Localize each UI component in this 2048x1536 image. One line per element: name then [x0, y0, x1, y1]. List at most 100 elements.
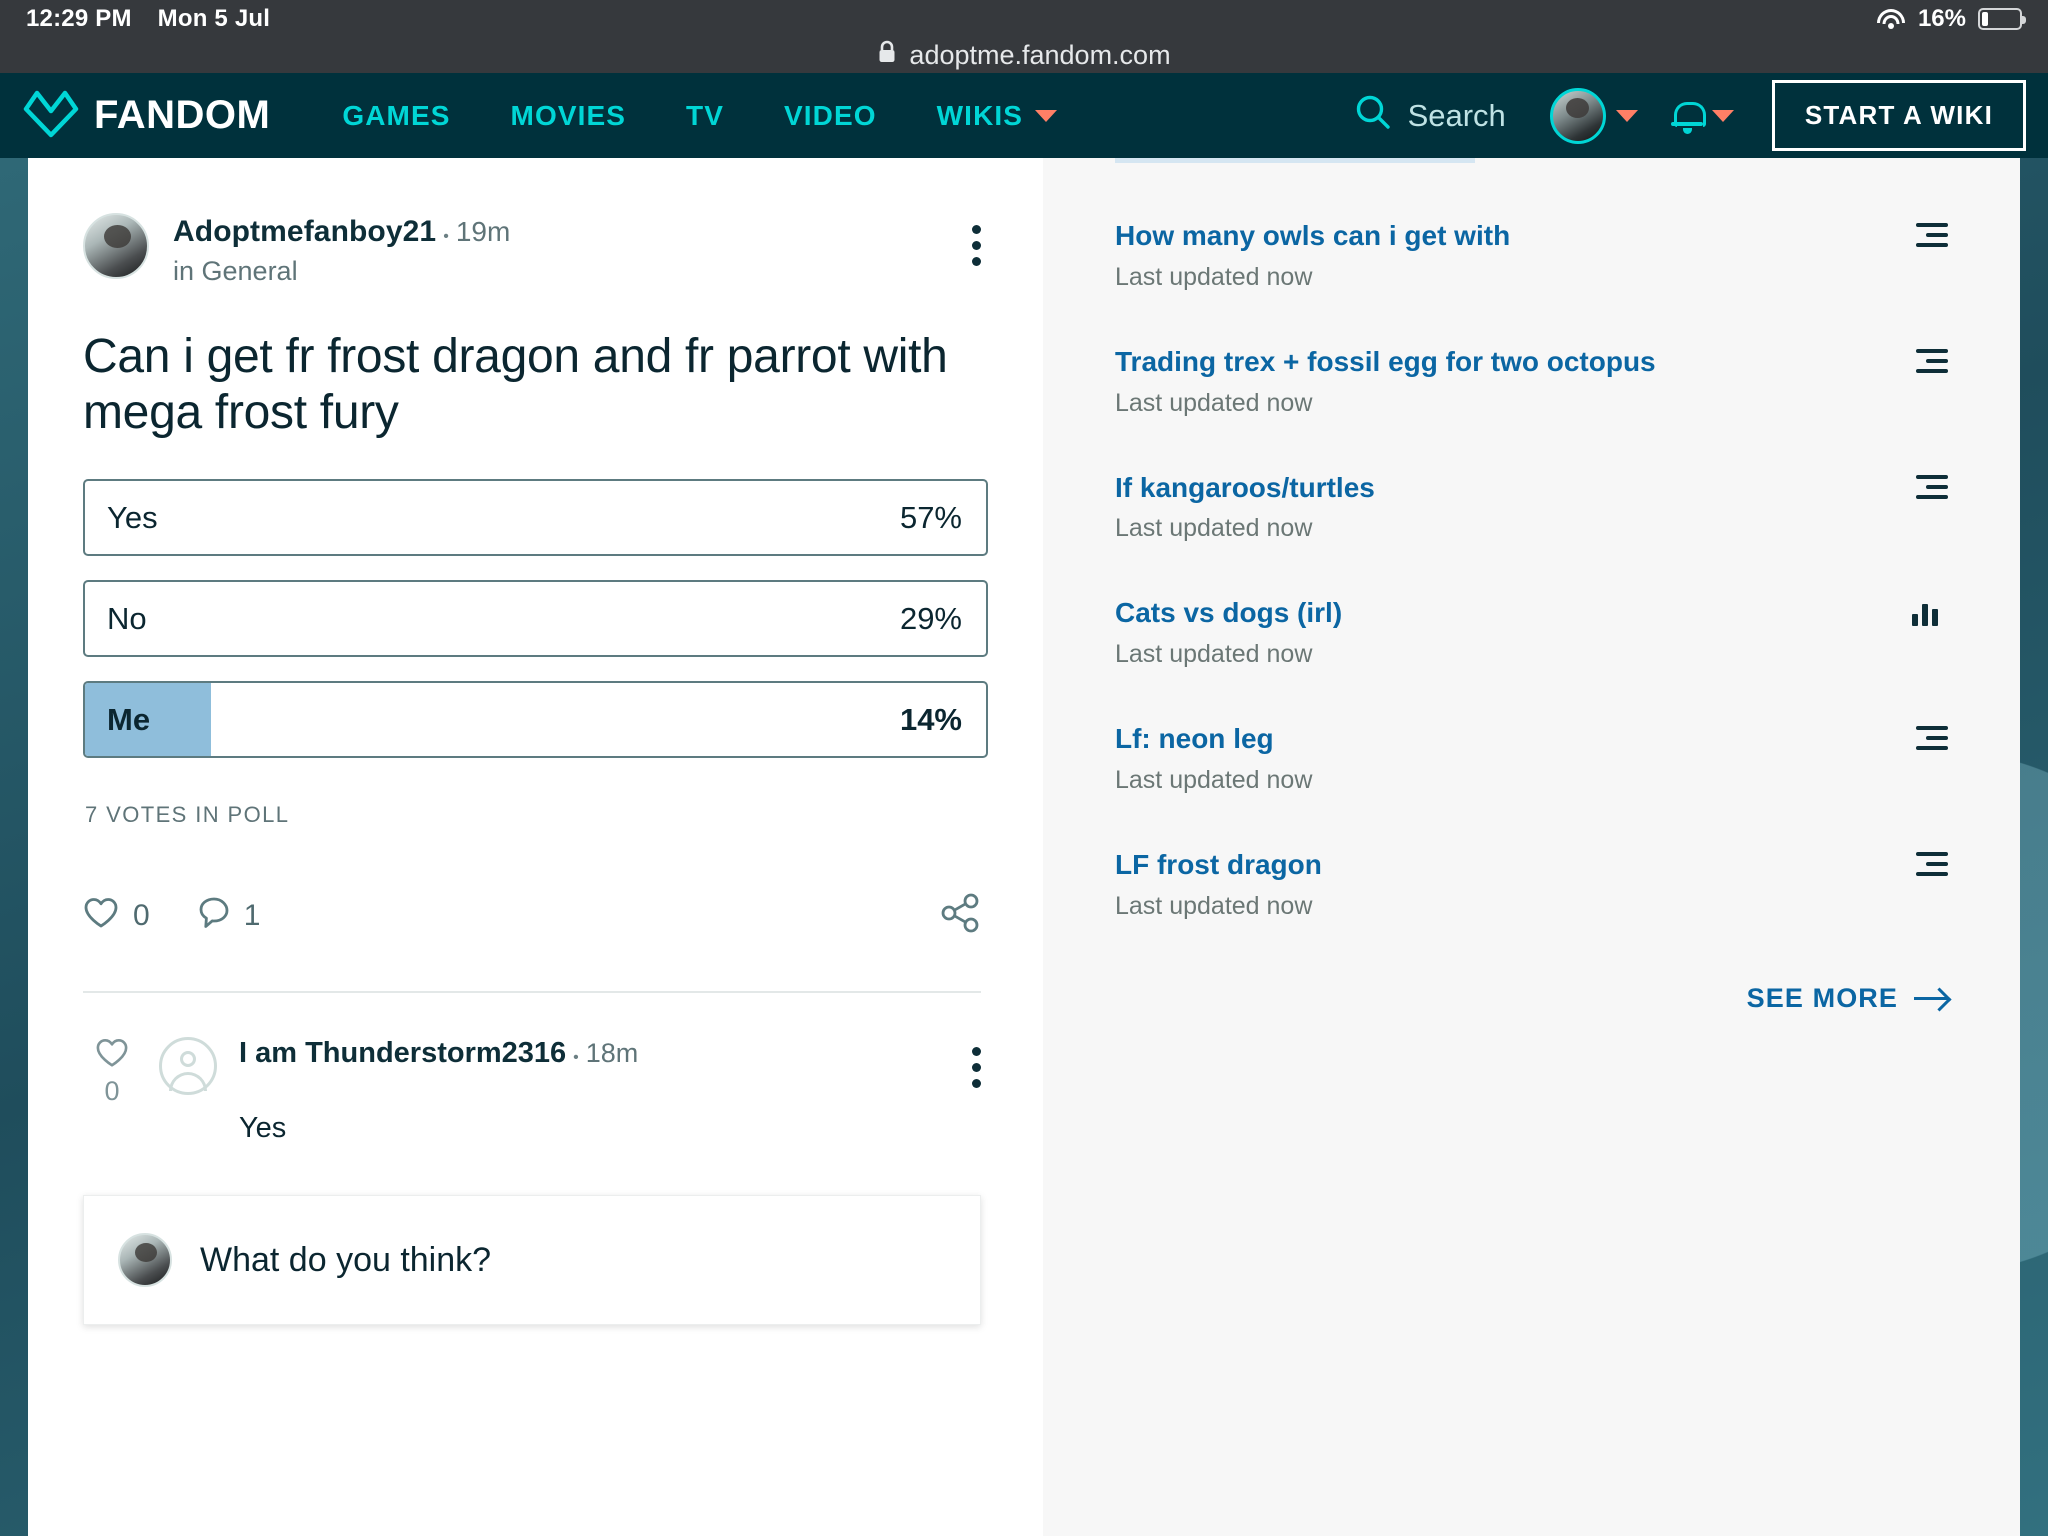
like-button[interactable]: 0: [83, 896, 150, 935]
nav-link-games[interactable]: GAMES: [312, 100, 480, 132]
nav-link-label: GAMES: [342, 99, 451, 131]
poll-option-label: No: [107, 600, 147, 636]
chevron-down-icon: [1711, 109, 1734, 122]
notifications-bell-icon: [1670, 100, 1706, 134]
reply-input[interactable]: What do you think?: [83, 1195, 981, 1326]
rail-item-subtitle: Last updated now: [1115, 514, 1313, 543]
rail-top-accent-bar: [1115, 158, 1475, 163]
comment-button[interactable]: 1: [198, 896, 261, 935]
poll-votes-count: 7 VOTES IN POLL: [85, 802, 290, 828]
poll-chart: Yes 57% No 29% Me 14% 7 VOTES IN POLL: [28, 441, 1043, 828]
rail-item-title[interactable]: If kangaroos/turtles: [1115, 471, 1375, 503]
heart-icon: [95, 1037, 129, 1074]
poll-option-percent: 29%: [899, 600, 962, 636]
share-icon[interactable]: [939, 892, 981, 939]
status-date: Mon 5 Jul: [157, 5, 271, 32]
lock-icon: [877, 40, 897, 71]
post-header: Adoptmefanboy21 • 19m in General: [28, 158, 1043, 287]
rail-discussion-list: How many owls can i get with Last update…: [1043, 158, 2020, 921]
rail-item-title[interactable]: How many owls can i get with: [1115, 220, 1511, 251]
list-item[interactable]: How many owls can i get with Last update…: [1115, 218, 1948, 292]
separator-dot: •: [443, 228, 449, 245]
comment-more-options-icon[interactable]: [972, 1047, 981, 1145]
right-rail: How many owls can i get with Last update…: [1043, 158, 2020, 1536]
fandom-global-nav: FANDOM GAMES MOVIES TV VIDEO WIKIS Searc…: [0, 73, 2048, 158]
comment-item: 0 I am Thunderstorm2316 • 18m Yes: [28, 993, 1043, 1145]
post-more-options-icon[interactable]: [972, 225, 981, 266]
post-author-avatar[interactable]: [83, 213, 149, 279]
rail-item-subtitle: Last updated now: [1115, 766, 1313, 795]
list-item[interactable]: LF frost dragon Last updated now: [1115, 847, 1948, 921]
poll-bars-icon: [1912, 595, 1948, 627]
nav-link-wikis[interactable]: WIKIS: [907, 100, 1087, 132]
nav-link-video[interactable]: VIDEO: [754, 100, 907, 132]
nav-link-tv[interactable]: TV: [656, 100, 754, 132]
post-meta: Adoptmefanboy21 • 19m in General: [173, 213, 510, 287]
comment-bubble-icon: [198, 896, 230, 935]
default-user-avatar[interactable]: [159, 1037, 217, 1096]
chevron-down-icon: [1035, 109, 1058, 122]
comment-author-name[interactable]: I am Thunderstorm2316: [239, 1037, 567, 1070]
rail-item-title[interactable]: Cats vs dogs (irl): [1115, 597, 1343, 629]
list-item[interactable]: Cats vs dogs (irl) Last updated now: [1115, 595, 1948, 669]
comment-count: 1: [243, 898, 261, 932]
url-text: adoptme.fandom.com: [909, 40, 1171, 70]
rail-item-title[interactable]: Lf: neon leg: [1115, 723, 1274, 755]
comment-like-button[interactable]: 0: [83, 1037, 141, 1145]
browser-url-bar[interactable]: adoptme.fandom.com: [0, 38, 2048, 73]
poll-option-label: Yes: [107, 499, 158, 535]
nav-link-label: VIDEO: [784, 99, 877, 131]
nav-link-label: WIKIS: [936, 99, 1024, 131]
post-timestamp: 19m: [455, 216, 511, 247]
rail-item-subtitle: Last updated now: [1115, 388, 1313, 417]
poll-option-percent: 57%: [899, 499, 962, 535]
ipad-status-bar: 12:29 PM Mon 5 Jul 16%: [0, 0, 2048, 38]
rail-item-text: Cats vs dogs (irl) Last updated now: [1115, 595, 1912, 669]
fandom-logo[interactable]: FANDOM: [22, 87, 270, 144]
poll-option-no[interactable]: No 29%: [83, 580, 988, 658]
discussion-lines-icon: [1912, 470, 1948, 499]
user-avatar-button[interactable]: [1530, 87, 1650, 144]
nav-right-group: Search START A WIKI: [1330, 80, 2026, 151]
rail-item-title[interactable]: Trading trex + fossil egg for two octopu…: [1115, 345, 1656, 377]
content-sheet: Adoptmefanboy21 • 19m in General Can i get…: [28, 158, 2020, 1536]
rail-item-subtitle: Last updated now: [1115, 262, 1313, 291]
fandom-flame-logo-icon: [22, 87, 80, 144]
list-item[interactable]: Trading trex + fossil egg for two octopu…: [1115, 344, 1948, 418]
poll-option-percent: 14%: [899, 701, 962, 737]
battery-percent-label: 16%: [1917, 5, 1966, 32]
poll-option-me[interactable]: Me 14%: [83, 681, 988, 759]
separator-dot: •: [573, 1049, 579, 1067]
battery-icon: [1978, 8, 2026, 30]
current-user-avatar: [118, 1233, 172, 1288]
poll-option-yes[interactable]: Yes 57%: [83, 479, 988, 557]
chevron-down-icon: [1615, 109, 1638, 122]
rail-item-text: Lf: neon leg Last updated now: [1115, 721, 1912, 795]
discussion-lines-icon: [1912, 218, 1948, 247]
post-title: Can i get fr frost dragon and fr parrot …: [83, 330, 948, 440]
discussion-lines-icon: [1912, 344, 1948, 373]
discussion-lines-icon: [1912, 721, 1948, 751]
main-column: Adoptmefanboy21 • 19m in General Can i get…: [28, 158, 1043, 1536]
list-item[interactable]: If kangaroos/turtles Last updated now: [1115, 470, 1948, 544]
nav-links: GAMES MOVIES TV VIDEO WIKIS: [312, 100, 1087, 132]
nav-link-movies[interactable]: MOVIES: [481, 100, 657, 132]
wifi-icon: [1876, 7, 1906, 31]
search-button[interactable]: Search: [1330, 93, 1530, 139]
list-item[interactable]: Lf: neon leg Last updated now: [1115, 721, 1948, 795]
see-more-button[interactable]: SEE MORE: [1043, 973, 2020, 1014]
notifications-button[interactable]: [1650, 100, 1750, 134]
search-label: Search: [1407, 97, 1506, 133]
start-a-wiki-button[interactable]: START A WIKI: [1771, 80, 2026, 151]
rail-item-title[interactable]: LF frost dragon: [1115, 849, 1322, 881]
post-author-line: Adoptmefanboy21 • 19m: [173, 215, 510, 249]
reply-placeholder-text: What do you think?: [200, 1240, 492, 1279]
comment-timestamp: 18m: [585, 1038, 639, 1069]
heart-icon: [83, 896, 119, 935]
section-divider: [83, 991, 981, 994]
comment-body-text: Yes: [239, 1112, 287, 1145]
poll-option-fill: [85, 683, 212, 757]
post-category[interactable]: in General: [173, 256, 298, 286]
user-avatar: [1549, 87, 1606, 144]
post-author-name[interactable]: Adoptmefanboy21: [173, 215, 437, 248]
